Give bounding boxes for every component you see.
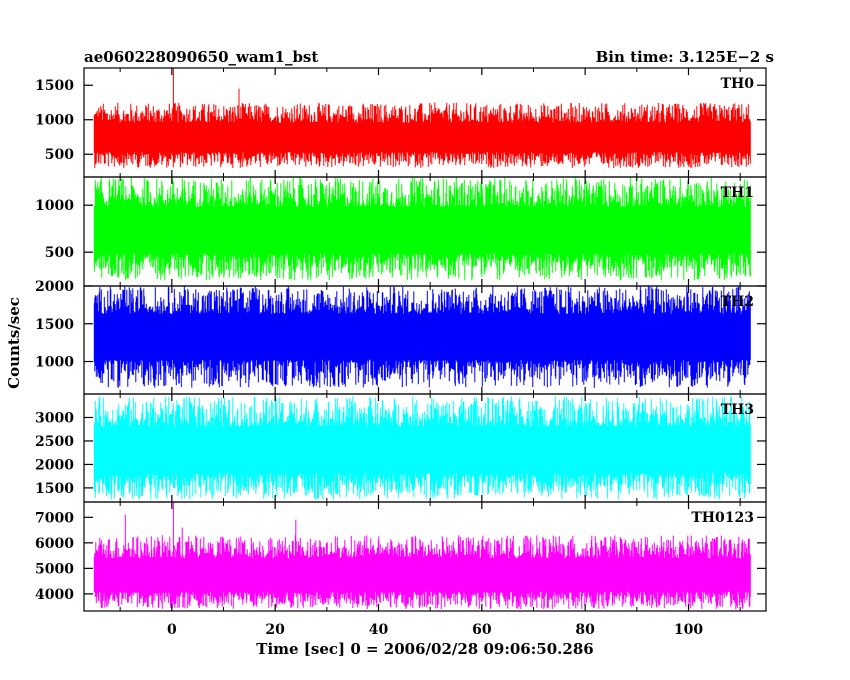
y-tick-label: 2500: [35, 434, 74, 450]
panel-label-th0123: TH0123: [691, 510, 754, 526]
x-axis: 0 20 40 60 80 100: [167, 622, 703, 638]
y-tick-label: 1000: [35, 198, 74, 214]
x-tick-label: 20: [265, 622, 285, 638]
x-tick-label: 60: [472, 622, 492, 638]
y-tick-label: 2000: [35, 457, 74, 473]
x-tick-label: 0: [167, 622, 177, 638]
panel-label-th2: TH2: [721, 294, 754, 310]
series-th0123: [93, 502, 751, 610]
y-tick-label: 7000: [35, 510, 74, 526]
x-tick-label: 80: [575, 622, 595, 638]
y-axis-label: Counts/sec: [5, 297, 23, 389]
panel-label-th0: TH0: [721, 76, 755, 92]
chart-title: ae060228090650_wam1_bst: [84, 48, 318, 66]
panel-th1: 500 1000 TH1: [35, 176, 767, 287]
y-tick-label: 1500: [35, 317, 74, 333]
y-tick-label: 1500: [35, 78, 74, 94]
panel-th2: 1000 1500 2000 TH2: [35, 279, 767, 395]
panel-th0123: 4000 5000 6000 7000 TH0123: [35, 501, 767, 612]
series-th2: [93, 286, 751, 388]
bin-time-label: Bin time: 3.125E−2 s: [596, 48, 774, 66]
series-th1: [93, 177, 751, 281]
y-tick-label: 500: [45, 147, 74, 163]
panel-th0: 500 1000 1500 TH0: [35, 67, 767, 178]
y-tick-label: 2000: [35, 279, 74, 295]
x-tick-label: 100: [674, 622, 703, 638]
x-tick-label: 40: [369, 622, 389, 638]
y-tick-label: 6000: [35, 536, 74, 552]
y-tick-label: 1000: [35, 113, 74, 129]
y-tick-label: 5000: [35, 561, 74, 577]
series-th0: [93, 68, 751, 168]
y-tick-label: 1500: [35, 481, 74, 497]
y-tick-label: 500: [45, 245, 74, 261]
y-tick-label: 3000: [35, 410, 74, 426]
panel-label-th3: TH3: [721, 402, 754, 418]
panel-frame: [83, 501, 767, 612]
y-tick-label: 1000: [35, 355, 74, 371]
panel-th3: 1500 2000 2500 3000 TH3: [35, 393, 767, 503]
series-th3: [93, 396, 751, 500]
y-tick-label: 4000: [35, 587, 74, 603]
panel-label-th1: TH1: [721, 185, 754, 201]
x-axis-label: Time [sec] 0 = 2006/02/28 09:06:50.286: [256, 640, 593, 658]
